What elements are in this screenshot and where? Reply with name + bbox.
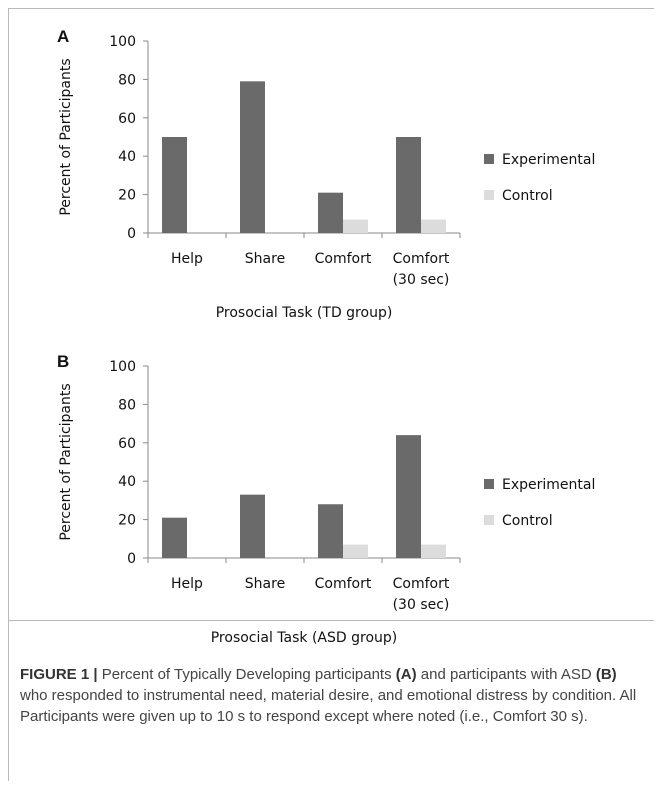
panel-b-y-tick-label: 80 — [118, 397, 136, 413]
panel-b-y-tick-label: 100 — [109, 359, 136, 375]
panel-a-bar-control — [421, 219, 446, 233]
panel-a-bar-experimental — [318, 192, 343, 233]
chart-panel-a: A 0 20 40 60 80 100 Help Share Comfort Comfort (30 … — [57, 27, 595, 321]
panel-a-y-tick-label: 60 — [118, 111, 136, 127]
caption-ref-b: (B) — [595, 666, 617, 683]
panel-b-y-axis-label: Percent of Participants — [58, 383, 74, 540]
panel-a-y-tick-label: 20 — [118, 188, 136, 204]
panel-a-x-tick-label: Comfort — [315, 251, 372, 267]
panel-b-x-tick-label: Share — [245, 576, 285, 592]
panel-a-x-tick-label: Comfort (30 sec) — [393, 251, 450, 288]
panel-a-bar-experimental — [162, 137, 187, 233]
panel-a-bar-experimental — [396, 137, 421, 233]
panel-b-y-tick-label: 40 — [118, 474, 136, 490]
panel-a-x-tick-label: Share — [245, 251, 285, 267]
panel-b-x-tick-label: Help — [171, 576, 203, 592]
panel-b-bar-experimental — [318, 504, 343, 558]
caption-text-2: and participants with ASD — [416, 666, 596, 683]
panel-a-x-tick-label: Help — [171, 251, 203, 267]
panel-b-bar-experimental — [162, 517, 187, 558]
panel-b-legend-label-control: Control — [502, 513, 553, 529]
caption-text-1: Percent of Typically Developing particip… — [97, 666, 396, 683]
panel-b-legend-swatch-experimental — [484, 479, 494, 489]
chart-panel-b: B 0 20 40 60 80 100 Help Share Comfort Comfort (30 … — [57, 352, 595, 646]
panel-b-letter: B — [57, 352, 69, 371]
panel-b-y-tick-label: 60 — [118, 436, 136, 452]
panel-a-letter: A — [57, 27, 69, 46]
panel-b-x-tick-label: Comfort — [315, 576, 372, 592]
caption-text-3: who responded to instrumental need, mate… — [20, 687, 637, 725]
panel-b-x-tick-label: Comfort (30 sec) — [393, 576, 450, 613]
panel-b-legend-label-experimental: Experimental — [502, 477, 595, 493]
panel-b-bar-control — [421, 544, 446, 558]
panel-b-x-axis-label: Prosocial Task (ASD group) — [211, 630, 398, 646]
panel-a-legend-swatch-experimental — [484, 154, 494, 164]
caption-figure-label: FIGURE 1 | — [20, 666, 98, 683]
panel-b-y-tick-label: 0 — [127, 551, 136, 567]
panel-b-y-tick-label: 20 — [118, 513, 136, 529]
caption-ref-a: (A) — [395, 666, 417, 683]
panel-b-bar-experimental — [396, 435, 421, 558]
panel-a-y-tick-label: 100 — [109, 34, 136, 50]
panel-b-legend-swatch-control — [484, 515, 494, 525]
panel-a-legend-label-control: Control — [502, 188, 553, 204]
panel-a-legend-swatch-control — [484, 190, 494, 200]
panel-a-bar-experimental — [240, 81, 265, 233]
panel-b-bar-experimental — [240, 494, 265, 558]
panel-a-y-tick-label: 40 — [118, 149, 136, 165]
figure-caption: FIGURE 1 | Percent of Typically Developi… — [20, 664, 640, 727]
panel-a-bar-control — [343, 219, 368, 233]
figure-frame — [8, 8, 654, 781]
panel-a-legend-label-experimental: Experimental — [502, 152, 595, 168]
panel-a-x-axis-label: Prosocial Task (TD group) — [216, 305, 393, 321]
panel-b-bar-control — [343, 544, 368, 558]
frame-divider — [8, 620, 654, 621]
panel-a-y-axis-label: Percent of Participants — [58, 58, 74, 215]
panel-a-y-tick-label: 0 — [127, 226, 136, 242]
panel-a-y-tick-label: 80 — [118, 72, 136, 88]
